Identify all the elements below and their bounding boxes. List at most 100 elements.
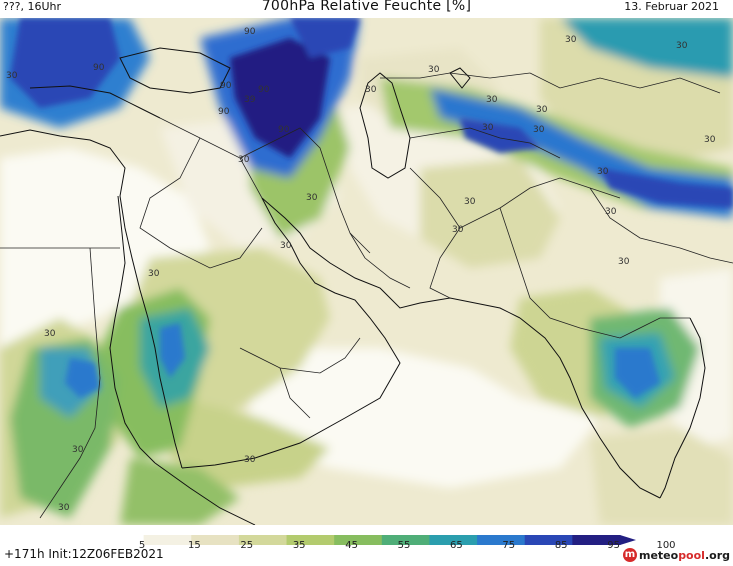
colorbar-label: 85 (554, 540, 568, 551)
border-14 (409, 127, 561, 159)
contour-label: 30 (676, 41, 688, 51)
mid-area-south-india (590, 428, 733, 525)
contour-label: 90 (218, 107, 230, 117)
coast-turkey-south (29, 85, 161, 119)
coast-india-east (659, 317, 706, 499)
contour-label: 30 (148, 269, 160, 279)
coast-aral (449, 67, 471, 89)
contour-label: 30 (565, 35, 577, 45)
coast-gulf (261, 197, 521, 319)
contour-label: 30 (452, 225, 464, 235)
core-himalaya (460, 118, 540, 153)
green-area-south-yemen (120, 458, 240, 525)
border-4 (349, 232, 411, 289)
coastlines (0, 47, 706, 525)
coast-red-sea-west (109, 195, 156, 464)
colorbar-label: 55 (397, 540, 411, 551)
colorbar-segment (524, 535, 573, 545)
contour-label: 30 (6, 71, 18, 81)
colorbar-label: 15 (188, 540, 201, 551)
contour-label: 90 (258, 85, 270, 95)
border-2 (239, 127, 371, 254)
coast-somalia (154, 462, 256, 525)
contour-label: 30 (58, 503, 70, 513)
border-1 (159, 117, 263, 199)
contour-label: 30 (72, 445, 84, 455)
colorbar-label: 25 (240, 540, 254, 551)
header: ???, 16Uhr 700hPa Relative Feuchte [%] 1… (0, 0, 733, 18)
core-india (615, 348, 660, 398)
border-15 (529, 72, 721, 94)
colorbar: 5 15 25 35 45 55 65 75 85 95 100 (96, 530, 676, 556)
colorbar-label: 45 (345, 540, 358, 551)
logo-text-meteo: meteo (638, 548, 679, 562)
colorbar-label: 35 (292, 540, 306, 551)
colorbar-label: 65 (450, 540, 463, 551)
border-5 (409, 167, 461, 299)
colorbar-segment (286, 535, 335, 545)
contour-label: 39 (244, 95, 256, 105)
contour-label: 30 (428, 65, 440, 75)
contour-label: 30 (238, 155, 250, 165)
contour-label: 30 (704, 135, 716, 145)
humidity-cores (10, 18, 733, 398)
contour-label: 30 (464, 197, 476, 207)
coast-india-west (519, 317, 661, 499)
contour-label: 90 (244, 27, 256, 37)
contour-label: 30 (486, 95, 498, 105)
contour-label: 30 (618, 257, 630, 267)
contour-labels: 90 90 90 90 39 90 90 30 30 30 30 30 30 3… (6, 27, 716, 513)
blue-area-north-east (560, 18, 733, 78)
forecast-date: 13. Februar 2021 (624, 0, 719, 13)
contour-label: 30 (533, 125, 545, 135)
colorbar-segment (191, 535, 240, 545)
contour-label: 30 (365, 85, 377, 95)
border-7 (499, 207, 690, 339)
logo-icon: m (622, 548, 637, 562)
border-6 (459, 177, 621, 229)
colorbar-segment (334, 535, 383, 545)
border-13 (380, 72, 531, 79)
colorbar-strip (96, 535, 636, 545)
contour-label: 30 (536, 105, 548, 115)
border-3 (139, 137, 263, 269)
colorbar-segment (96, 535, 145, 545)
colorbar-segment (477, 535, 526, 545)
colorbar-segment (381, 535, 430, 545)
colorbar-segment (238, 535, 288, 545)
contour-label: 30 (605, 207, 617, 217)
colorbar-label: 100 (656, 540, 676, 551)
map-title: 700hPa Relative Feuchte [%] (261, 0, 472, 14)
coast-arabia-south (181, 197, 401, 469)
core-ethiopia (65, 358, 100, 398)
coast-black-sea (119, 47, 231, 94)
logo-text-domain: .org (704, 548, 730, 562)
core-red-sea (160, 323, 185, 378)
border-11 (239, 337, 361, 374)
colorbar-label: 95 (607, 540, 620, 551)
colorbar-label: 75 (502, 540, 516, 551)
core-turkey (10, 18, 120, 108)
border-12 (279, 367, 311, 419)
contour-label: 90 (220, 81, 232, 91)
colorbar-segment (572, 535, 621, 545)
core-caucasus (230, 38, 330, 158)
contour-label: 30 (44, 329, 56, 339)
core-central-asia (600, 168, 733, 208)
colorbar-segment (429, 535, 478, 545)
dry-area-arabia-south (250, 348, 600, 488)
core-north (290, 18, 360, 58)
contour-label: 90 (93, 63, 105, 73)
meteopool-logo[interactable]: m meteopool.org (622, 546, 730, 564)
contour-label: 30 (280, 241, 292, 251)
humidity-map: 90 90 90 90 39 90 90 30 30 30 30 30 30 3… (0, 18, 733, 525)
forecast-run-info: +171h Init:12Z06FEB2021 (4, 547, 164, 561)
contour-label: 30 (306, 193, 318, 203)
contour-label: 30 (597, 167, 609, 177)
contour-label: 90 (278, 125, 290, 135)
colorbar-arrow (620, 535, 636, 545)
border-8 (589, 187, 733, 264)
coast-mediterranean (0, 129, 183, 469)
colorbar-label: 5 (138, 540, 146, 551)
border-10 (39, 247, 101, 519)
